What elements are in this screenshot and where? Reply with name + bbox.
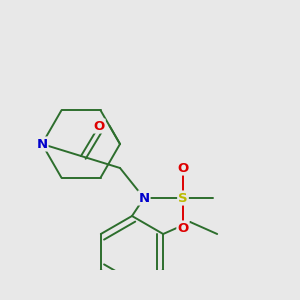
Text: N: N xyxy=(36,137,48,151)
Text: O: O xyxy=(177,221,189,235)
Text: O: O xyxy=(177,161,189,175)
Text: S: S xyxy=(178,191,188,205)
Text: O: O xyxy=(93,119,105,133)
Text: N: N xyxy=(138,191,150,205)
